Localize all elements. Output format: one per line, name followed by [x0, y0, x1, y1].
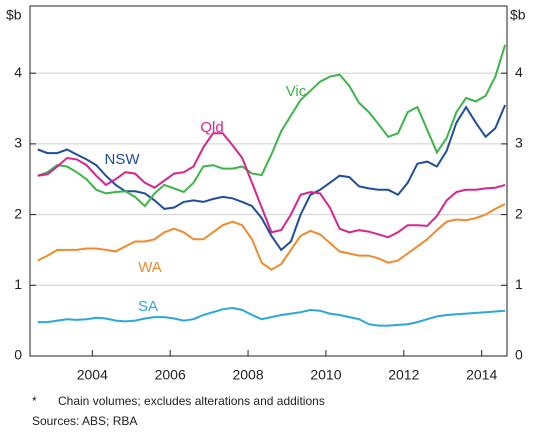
- x-tick-label: 2012: [388, 367, 419, 383]
- sources: Sources: ABS; RBA: [32, 414, 137, 428]
- y-tick-label-left: 2: [14, 205, 22, 221]
- y-tick-label-left: 0: [14, 347, 22, 363]
- y-tick-label-right: 0: [515, 347, 523, 363]
- x-tick-label: 2010: [310, 367, 341, 383]
- y-unit-right: $b: [510, 7, 526, 23]
- y-tick-label-right: 1: [515, 276, 523, 292]
- series-label: SA: [138, 298, 158, 315]
- series-label: Vic: [286, 83, 307, 100]
- y-tick-label-right: 3: [515, 135, 523, 151]
- series-label: Qld: [200, 119, 223, 136]
- series-line: [37, 44, 507, 208]
- y-tick-label-right: 4: [515, 64, 523, 80]
- series-line: [37, 203, 506, 271]
- series-label: NSW: [105, 151, 141, 168]
- footnote-marker: *: [32, 394, 37, 408]
- footnote: Chain volumes; excludes alterations and …: [58, 394, 325, 408]
- y-unit-left: $b: [6, 7, 22, 23]
- y-tick-label-left: 1: [14, 276, 22, 292]
- series-label: WA: [138, 259, 162, 276]
- x-tick-label: 2014: [466, 367, 497, 383]
- series-line: [37, 104, 507, 252]
- series-line: [37, 132, 506, 239]
- y-tick-label-left: 4: [14, 64, 22, 80]
- plot-frame: [29, 5, 508, 357]
- y-tick-label-left: 3: [14, 135, 22, 151]
- x-tick-label: 2006: [155, 367, 186, 383]
- x-tick-label: 2004: [77, 367, 108, 383]
- series-line: [37, 306, 506, 327]
- y-tick-label-right: 2: [515, 205, 523, 221]
- x-tick-label: 2008: [232, 367, 263, 383]
